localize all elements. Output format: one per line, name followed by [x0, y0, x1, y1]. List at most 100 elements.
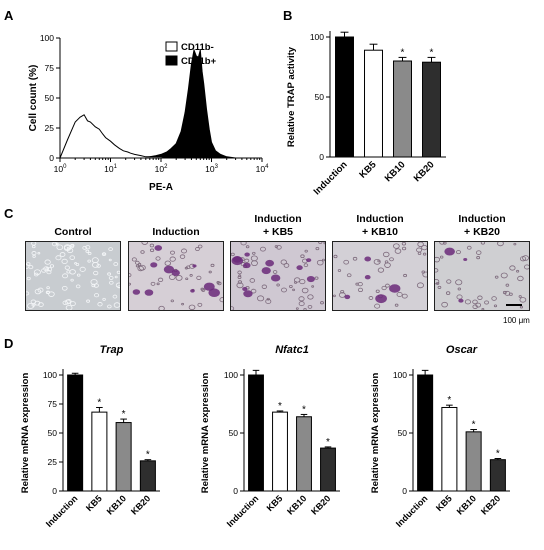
y-axis-label: Cell count (%) — [28, 65, 39, 132]
y-tick-label: 50 — [398, 428, 408, 438]
cell — [74, 262, 78, 265]
cell — [112, 294, 118, 299]
significance-marker: * — [430, 47, 434, 58]
cell — [108, 275, 114, 280]
cell — [377, 259, 381, 263]
y-axis-label: Relative mRNA expression — [20, 373, 31, 494]
scale-bar-label: 100 μm — [503, 316, 530, 325]
cell — [188, 304, 196, 310]
cell — [231, 252, 235, 257]
cell — [373, 258, 381, 265]
cell — [44, 259, 51, 265]
x-tick-label: KB20 — [412, 159, 437, 184]
cell — [97, 302, 103, 307]
bar — [248, 374, 264, 492]
cell — [265, 298, 272, 304]
cell — [505, 283, 510, 287]
micro-title-line2: + KB5 — [262, 226, 294, 238]
osteoclast — [163, 265, 175, 274]
osteoclast — [208, 288, 220, 298]
cell — [129, 282, 131, 286]
cell — [38, 302, 44, 307]
x-tick-label: 104 — [256, 164, 269, 174]
cell — [63, 244, 71, 251]
cell — [491, 296, 497, 301]
osteoclast — [192, 264, 197, 268]
osteoclast — [306, 275, 315, 283]
osteoclast — [242, 287, 248, 292]
cell — [219, 297, 223, 303]
osteoclast — [190, 289, 195, 293]
significance-marker: * — [472, 420, 476, 431]
y-tick-label: 0 — [52, 486, 57, 496]
cell — [375, 289, 380, 293]
cell — [443, 242, 447, 245]
y-tick-label: 0 — [402, 486, 407, 496]
cell — [401, 242, 407, 246]
x-tick-label: KB20 — [129, 493, 152, 516]
cell — [466, 245, 472, 250]
cell — [476, 256, 481, 260]
cell — [196, 275, 202, 280]
cell — [55, 255, 62, 261]
cell — [156, 282, 160, 286]
cell — [87, 259, 91, 263]
chart-title: Oscar — [446, 344, 478, 356]
x-tick-label: KB5 — [84, 493, 104, 513]
significance-marker: * — [278, 401, 282, 412]
nfatc1-mrna-chart: Nfatc1 0 50 100 Relative mRNA expression Indu… — [200, 344, 340, 529]
cell — [251, 260, 258, 267]
cell — [294, 281, 298, 284]
cell — [179, 254, 186, 259]
y-tick-label: 25 — [45, 123, 55, 133]
cell — [55, 242, 59, 246]
series-cd11b- — [140, 48, 236, 159]
x-tick-label: KB5 — [357, 159, 379, 181]
bar — [465, 431, 482, 492]
cell — [516, 269, 520, 273]
cell — [343, 259, 349, 265]
cell — [140, 250, 145, 254]
cell — [92, 262, 99, 268]
micro-title-induction: Induction — [128, 226, 224, 239]
micrograph-kb20 — [434, 241, 530, 311]
significance-marker: * — [97, 397, 101, 408]
cell — [33, 269, 41, 276]
cell — [249, 278, 256, 283]
osteoclast — [306, 258, 312, 263]
cell — [250, 288, 257, 294]
y-axis-label: Relative mRNA expression — [200, 373, 211, 494]
micro-title-kb10: Induction + KB10 — [332, 213, 428, 239]
cell — [417, 242, 424, 247]
cell — [157, 277, 164, 283]
cell — [113, 302, 120, 308]
cell — [26, 291, 30, 296]
cell — [303, 263, 309, 268]
micro-title-kb5: Induction + KB5 — [230, 213, 326, 239]
osteoclast — [265, 259, 275, 267]
cell — [383, 251, 390, 258]
cell — [75, 284, 81, 289]
cell — [435, 268, 439, 273]
cell — [314, 276, 319, 280]
cell — [446, 279, 452, 284]
cell — [170, 299, 174, 303]
micrograph-kb5 — [230, 241, 326, 311]
y-tick-label: 0 — [319, 152, 324, 162]
cell — [318, 242, 323, 244]
trap-activity-chart: 0 50 100 Relative TRAP activity Induction KB5… — [286, 31, 446, 197]
bar — [296, 416, 312, 492]
legend-label: CD11b- — [181, 42, 214, 53]
cell — [394, 248, 402, 254]
y-tick-label: 100 — [224, 370, 238, 380]
cell — [43, 266, 50, 272]
cell — [102, 297, 106, 301]
bar — [320, 447, 336, 492]
y-tick-label: 0 — [49, 153, 54, 163]
cell — [137, 262, 142, 266]
cell — [168, 274, 176, 280]
legend-swatch — [165, 55, 178, 66]
y-tick-label: 100 — [310, 32, 324, 42]
panel-letter-d: D — [4, 336, 14, 351]
cell — [416, 282, 424, 289]
